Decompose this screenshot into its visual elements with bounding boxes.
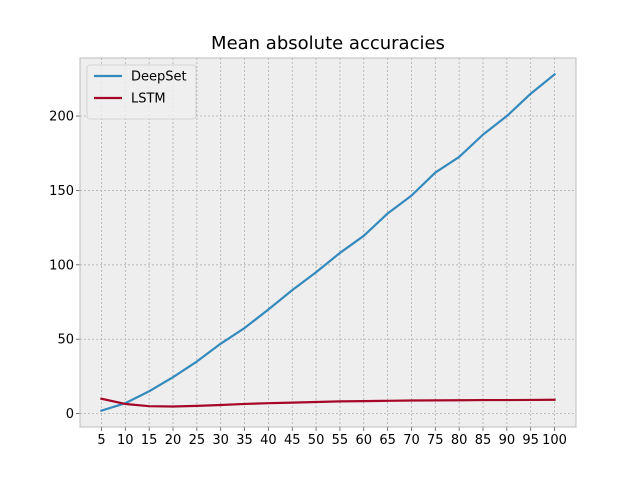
legend-label-lstm: LSTM — [131, 92, 166, 107]
series-lines — [100, 72, 557, 413]
series-line-deepset — [100, 72, 557, 413]
x-tick-label: 95 — [522, 433, 539, 448]
y-tick-label: 150 — [49, 184, 74, 199]
legend-label-deepset: DeepSet — [131, 70, 187, 85]
x-tick-label: 60 — [355, 433, 372, 448]
x-tick-label: 65 — [379, 433, 396, 448]
x-tick-label: 25 — [189, 433, 206, 448]
x-tick-label: 75 — [427, 433, 444, 448]
grid-lines — [80, 58, 576, 427]
x-tick-label: 45 — [284, 433, 301, 448]
series-line-lstm — [100, 397, 556, 408]
y-tick-label: 50 — [57, 333, 74, 348]
x-tick-label: 40 — [260, 433, 277, 448]
x-tick-label: 50 — [308, 433, 325, 448]
plot-frame — [79, 57, 577, 428]
chart-title: Mean absolute accuracies — [211, 33, 445, 54]
x-tick-label: 15 — [141, 433, 158, 448]
x-tick-label: 5 — [97, 433, 105, 448]
x-tick-label: 35 — [236, 433, 253, 448]
legend-box — [86, 64, 197, 120]
y-tick-label: 100 — [49, 258, 74, 273]
x-tick-label: 100 — [542, 433, 567, 448]
x-tick-label: 70 — [403, 433, 420, 448]
x-tick-label: 85 — [475, 433, 492, 448]
x-tick-label: 55 — [332, 433, 349, 448]
x-tick-label: 20 — [165, 433, 182, 448]
x-axis-ticks: 5 10 15 20 25 30 35 40 45 50 55 60 65 70 75 80 85 90 95 100 — [97, 427, 567, 448]
legend: DeepSet LSTM — [86, 64, 197, 120]
y-tick-label: 0 — [66, 407, 74, 422]
plot-area — [80, 58, 576, 427]
y-axis-ticks: 0 50 100 150 200 — [49, 110, 80, 422]
x-tick-label: 80 — [451, 433, 468, 448]
x-tick-label: 90 — [499, 433, 516, 448]
x-tick-label: 30 — [212, 433, 229, 448]
x-tick-label: 10 — [117, 433, 134, 448]
y-tick-label: 200 — [49, 110, 74, 125]
